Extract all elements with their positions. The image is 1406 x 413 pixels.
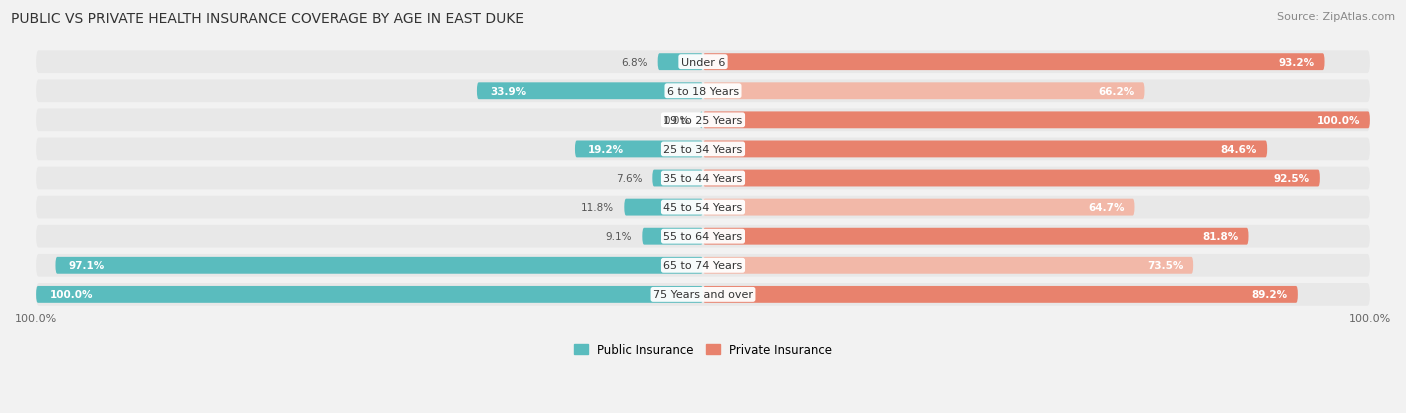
FancyBboxPatch shape xyxy=(703,112,1369,129)
Text: 73.5%: 73.5% xyxy=(1147,261,1184,271)
Text: 89.2%: 89.2% xyxy=(1251,290,1288,300)
Text: 45 to 54 Years: 45 to 54 Years xyxy=(664,203,742,213)
Text: PUBLIC VS PRIVATE HEALTH INSURANCE COVERAGE BY AGE IN EAST DUKE: PUBLIC VS PRIVATE HEALTH INSURANCE COVER… xyxy=(11,12,524,26)
FancyBboxPatch shape xyxy=(703,199,1135,216)
Text: 75 Years and over: 75 Years and over xyxy=(652,290,754,300)
Text: 35 to 44 Years: 35 to 44 Years xyxy=(664,173,742,184)
FancyBboxPatch shape xyxy=(700,112,703,129)
Text: 97.1%: 97.1% xyxy=(69,261,105,271)
FancyBboxPatch shape xyxy=(37,196,1369,219)
FancyBboxPatch shape xyxy=(37,51,1369,74)
Text: 81.8%: 81.8% xyxy=(1202,232,1239,242)
Text: 100.0%: 100.0% xyxy=(49,290,93,300)
FancyBboxPatch shape xyxy=(575,141,703,158)
Text: 6.8%: 6.8% xyxy=(621,57,648,67)
FancyBboxPatch shape xyxy=(703,228,1249,245)
FancyBboxPatch shape xyxy=(477,83,703,100)
Text: 55 to 64 Years: 55 to 64 Years xyxy=(664,232,742,242)
FancyBboxPatch shape xyxy=(703,286,1298,303)
FancyBboxPatch shape xyxy=(703,83,1144,100)
Text: 19 to 25 Years: 19 to 25 Years xyxy=(664,116,742,126)
FancyBboxPatch shape xyxy=(643,228,703,245)
FancyBboxPatch shape xyxy=(658,54,703,71)
Text: 25 to 34 Years: 25 to 34 Years xyxy=(664,145,742,154)
FancyBboxPatch shape xyxy=(703,170,1320,187)
Text: 92.5%: 92.5% xyxy=(1274,173,1310,184)
Text: Under 6: Under 6 xyxy=(681,57,725,67)
Text: 33.9%: 33.9% xyxy=(491,87,526,97)
FancyBboxPatch shape xyxy=(37,138,1369,161)
FancyBboxPatch shape xyxy=(37,109,1369,132)
Text: 7.6%: 7.6% xyxy=(616,173,643,184)
FancyBboxPatch shape xyxy=(55,257,703,274)
FancyBboxPatch shape xyxy=(624,199,703,216)
FancyBboxPatch shape xyxy=(703,54,1324,71)
Text: 65 to 74 Years: 65 to 74 Years xyxy=(664,261,742,271)
Text: 84.6%: 84.6% xyxy=(1220,145,1257,154)
Text: 100.0%: 100.0% xyxy=(1316,116,1360,126)
FancyBboxPatch shape xyxy=(37,225,1369,248)
Text: 93.2%: 93.2% xyxy=(1278,57,1315,67)
FancyBboxPatch shape xyxy=(37,80,1369,103)
Text: 64.7%: 64.7% xyxy=(1088,203,1125,213)
Text: 6 to 18 Years: 6 to 18 Years xyxy=(666,87,740,97)
Text: 11.8%: 11.8% xyxy=(581,203,614,213)
FancyBboxPatch shape xyxy=(37,254,1369,277)
FancyBboxPatch shape xyxy=(703,141,1267,158)
Text: 66.2%: 66.2% xyxy=(1098,87,1135,97)
FancyBboxPatch shape xyxy=(652,170,703,187)
FancyBboxPatch shape xyxy=(703,257,1194,274)
FancyBboxPatch shape xyxy=(37,286,703,303)
Text: 9.1%: 9.1% xyxy=(606,232,633,242)
Text: 19.2%: 19.2% xyxy=(588,145,624,154)
Text: 0.0%: 0.0% xyxy=(664,116,690,126)
FancyBboxPatch shape xyxy=(37,283,1369,306)
FancyBboxPatch shape xyxy=(37,167,1369,190)
Legend: Public Insurance, Private Insurance: Public Insurance, Private Insurance xyxy=(569,338,837,361)
Text: Source: ZipAtlas.com: Source: ZipAtlas.com xyxy=(1277,12,1395,22)
